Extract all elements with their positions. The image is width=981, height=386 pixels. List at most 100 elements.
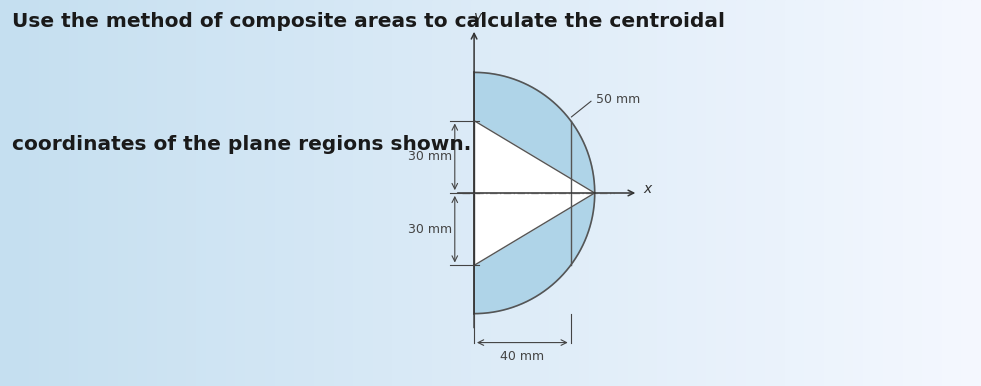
Bar: [137, 0, 147, 386]
Bar: [147, 0, 157, 386]
Bar: [118, 0, 128, 386]
Bar: [716, 0, 726, 386]
Bar: [441, 0, 451, 386]
Bar: [235, 0, 245, 386]
Bar: [814, 0, 824, 386]
Bar: [579, 0, 589, 386]
Bar: [824, 0, 834, 386]
Bar: [0, 0, 10, 386]
Bar: [903, 0, 912, 386]
Bar: [186, 0, 196, 386]
Text: 30 mm: 30 mm: [408, 223, 452, 236]
Bar: [49, 0, 59, 386]
Bar: [618, 0, 628, 386]
Bar: [510, 0, 520, 386]
Bar: [255, 0, 265, 386]
Bar: [461, 0, 471, 386]
Bar: [883, 0, 893, 386]
Text: coordinates of the plane regions shown.: coordinates of the plane regions shown.: [12, 135, 471, 154]
Bar: [363, 0, 373, 386]
Bar: [893, 0, 903, 386]
Bar: [863, 0, 873, 386]
Bar: [922, 0, 932, 386]
Bar: [304, 0, 314, 386]
Bar: [314, 0, 324, 386]
Bar: [736, 0, 746, 386]
Bar: [226, 0, 235, 386]
Bar: [853, 0, 863, 386]
Bar: [559, 0, 569, 386]
Bar: [500, 0, 510, 386]
Bar: [275, 0, 284, 386]
Bar: [206, 0, 216, 386]
Bar: [69, 0, 78, 386]
Bar: [520, 0, 530, 386]
Bar: [157, 0, 167, 386]
Bar: [795, 0, 804, 386]
Bar: [873, 0, 883, 386]
Bar: [167, 0, 177, 386]
Bar: [412, 0, 422, 386]
Bar: [20, 0, 29, 386]
Bar: [216, 0, 226, 386]
Text: y: y: [474, 10, 482, 24]
Bar: [765, 0, 775, 386]
Bar: [392, 0, 402, 386]
Bar: [569, 0, 579, 386]
Bar: [746, 0, 755, 386]
Bar: [284, 0, 294, 386]
Bar: [334, 0, 343, 386]
Bar: [942, 0, 952, 386]
Bar: [324, 0, 334, 386]
Bar: [98, 0, 108, 386]
Bar: [706, 0, 716, 386]
Bar: [697, 0, 706, 386]
Bar: [608, 0, 618, 386]
Bar: [490, 0, 500, 386]
Bar: [647, 0, 657, 386]
Text: 50 mm: 50 mm: [595, 93, 640, 106]
Polygon shape: [474, 73, 594, 313]
Bar: [422, 0, 432, 386]
Bar: [245, 0, 255, 386]
Bar: [932, 0, 942, 386]
Bar: [294, 0, 304, 386]
Bar: [402, 0, 412, 386]
Bar: [39, 0, 49, 386]
Bar: [775, 0, 785, 386]
Bar: [755, 0, 765, 386]
Bar: [912, 0, 922, 386]
Text: x: x: [643, 182, 651, 196]
Bar: [638, 0, 647, 386]
Bar: [628, 0, 638, 386]
Bar: [383, 0, 392, 386]
Bar: [549, 0, 559, 386]
Bar: [196, 0, 206, 386]
Bar: [677, 0, 687, 386]
Bar: [177, 0, 186, 386]
Bar: [726, 0, 736, 386]
Bar: [785, 0, 795, 386]
Bar: [373, 0, 383, 386]
Text: Use the method of composite areas to calculate the centroidal: Use the method of composite areas to cal…: [12, 12, 725, 30]
Bar: [265, 0, 275, 386]
Bar: [78, 0, 88, 386]
Bar: [343, 0, 353, 386]
Bar: [844, 0, 853, 386]
Bar: [530, 0, 540, 386]
Bar: [451, 0, 461, 386]
Text: 40 mm: 40 mm: [500, 350, 544, 363]
Bar: [834, 0, 844, 386]
Bar: [971, 0, 981, 386]
Bar: [59, 0, 69, 386]
Bar: [540, 0, 549, 386]
Bar: [471, 0, 481, 386]
Bar: [29, 0, 39, 386]
Bar: [598, 0, 608, 386]
Bar: [589, 0, 598, 386]
Bar: [108, 0, 118, 386]
Bar: [481, 0, 490, 386]
Polygon shape: [474, 120, 594, 266]
Bar: [432, 0, 441, 386]
Bar: [687, 0, 697, 386]
